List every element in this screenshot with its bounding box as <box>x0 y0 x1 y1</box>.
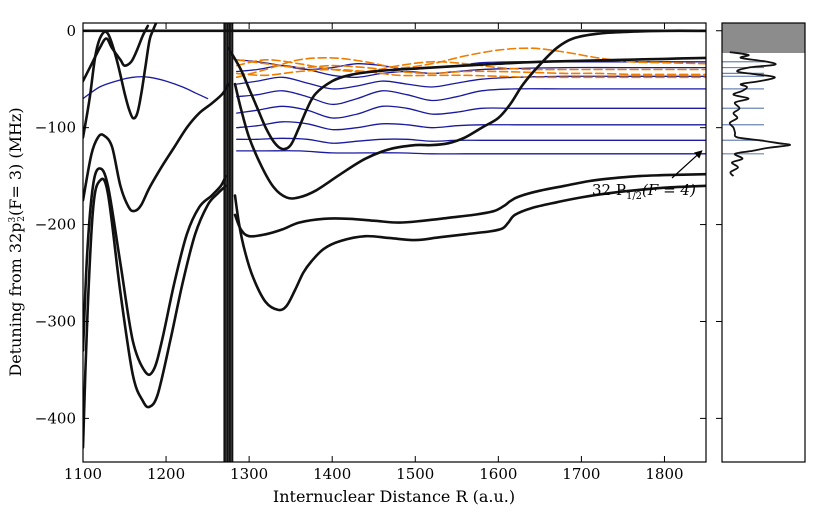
series-line-blue-18 <box>236 150 706 155</box>
series-line-blue-17 <box>236 137 706 144</box>
x-tick-label: 1600 <box>479 465 517 483</box>
spectrum-panel <box>721 22 806 463</box>
x-tick-label: 1800 <box>645 465 683 483</box>
x-axis-ticks: 1100 1200 1300 1400 1500 1600 1700 1800 <box>64 23 684 483</box>
y-tick-label: −300 <box>35 312 76 330</box>
x-tick-label: 1100 <box>64 465 102 483</box>
annotation-label: 32 P1/2(F = 4) <box>592 181 696 202</box>
series-line-orange-22 <box>235 59 706 76</box>
annotation-32p-half: 32 P1/2(F = 4) <box>592 150 703 202</box>
series-line-black-2 <box>83 23 158 139</box>
series-line-blue-13 <box>236 75 706 90</box>
y-axis-ticks: 0 −100 −200 −300 −400 <box>35 22 722 427</box>
spectrum-shaded-region <box>722 23 805 53</box>
x-tick-label: 1400 <box>313 465 351 483</box>
spectrum-profile <box>728 51 791 177</box>
series-line-black-10 <box>233 172 706 238</box>
vertical-spike-band <box>223 23 234 462</box>
x-tick-label: 1700 <box>562 465 600 483</box>
series-line-orange-21 <box>235 58 706 73</box>
x-axis-label: Internuclear Distance R (a.u.) <box>273 487 515 506</box>
x-tick-label: 1200 <box>147 465 185 483</box>
series-line-black-8 <box>233 29 706 200</box>
series-line-blue-15 <box>236 105 706 119</box>
x-tick-label: 1300 <box>230 465 268 483</box>
series-line-orange-23 <box>235 68 706 79</box>
y-tick-label: −200 <box>35 216 76 234</box>
y-tick-label: −400 <box>35 409 76 427</box>
series-layer <box>83 23 706 449</box>
y-axis-label: Detuning from 32p32(F= 3) (MHz) <box>6 107 27 376</box>
main-plot-area: 1100 1200 1300 1400 1500 1600 1700 1800 0 −100 −2… <box>35 22 722 483</box>
series-line-blue-16 <box>236 121 706 131</box>
y-tick-label: −100 <box>35 119 76 137</box>
series-line-blue-14 <box>236 88 706 106</box>
main-plot-frame <box>82 22 707 463</box>
series-line-black-5 <box>83 177 228 449</box>
x-tick-label: 1500 <box>396 465 434 483</box>
series-line-black-9 <box>233 184 706 312</box>
spectrum-panel-frame <box>721 22 806 463</box>
series-line-blue-19 <box>83 76 209 100</box>
series-line-black-6 <box>83 82 230 213</box>
annotation-arrow <box>671 150 703 179</box>
series-line-black-4 <box>83 167 228 377</box>
y-tick-label: 0 <box>66 22 76 40</box>
series-line-black-3 <box>83 24 150 83</box>
